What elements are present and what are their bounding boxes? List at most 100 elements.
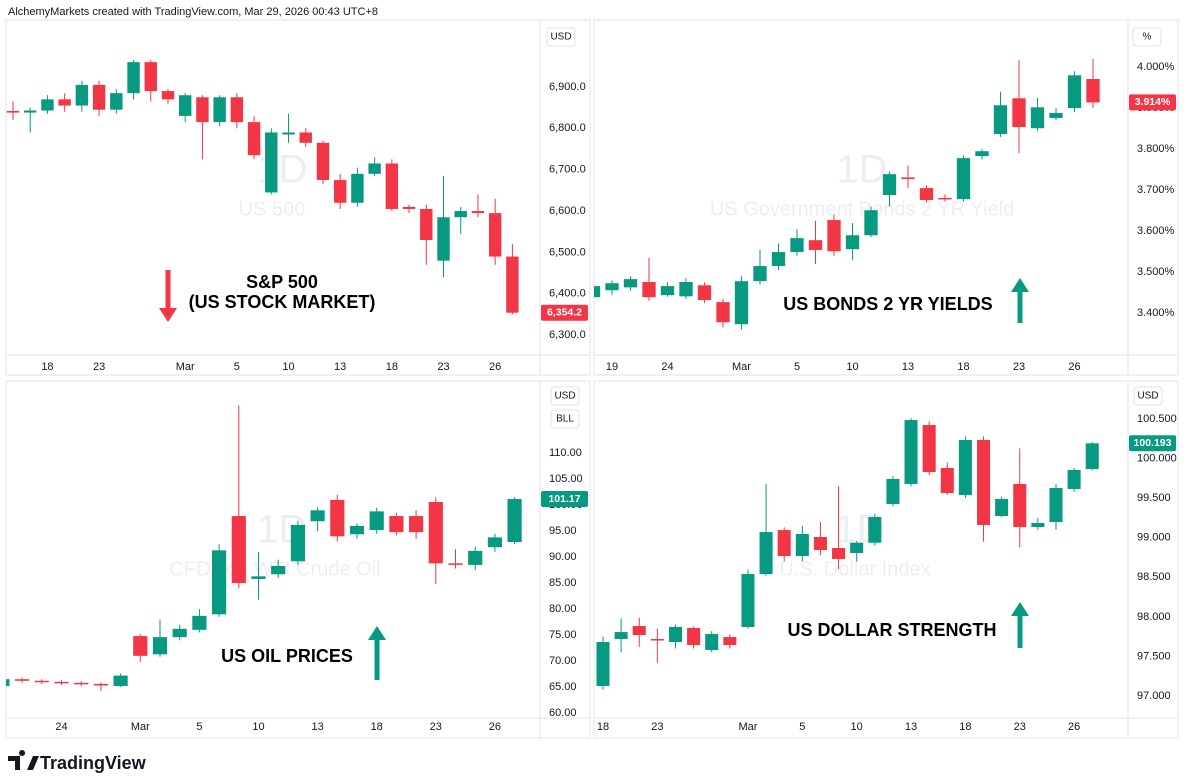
y-tick-label: 110.00 [549,447,582,459]
candle-body [488,213,502,257]
candle-body [808,240,823,251]
candle-body [349,525,365,535]
x-tick-label: 23 [437,361,449,373]
x-tick-label: 26 [1068,361,1080,373]
candle-body [299,132,312,143]
candle-body [231,516,246,584]
y-tick-label: 6,500.0 [549,246,586,258]
x-tick-label: 10 [252,721,264,733]
x-tick-label: 10 [851,721,863,733]
candle-body [330,499,345,537]
candle-body [919,188,934,200]
candle-body [1085,443,1099,470]
candle-body [679,282,693,297]
candle-body [24,110,37,113]
candle-body [901,177,915,180]
candle-body [247,122,261,156]
y-tick-label: 4.000% [1137,61,1175,73]
axis-unit-box [550,409,580,429]
candles [594,58,1100,330]
candle-body [795,533,809,557]
axis-unit-box [1133,386,1163,406]
x-tick-label: 23 [1014,721,1026,733]
y-tick-label: 3.800% [1137,143,1175,155]
y-tick-label: 90.00 [549,551,577,563]
panel-border [593,19,1179,376]
candle-body [333,180,347,203]
candle-body [832,548,846,560]
x-tick-label: 23 [93,361,105,373]
watermark-interval: 1D [256,148,307,192]
candle-body [1013,483,1027,528]
x-tick-label: 10 [846,361,858,373]
x-tick-label: 26 [489,361,501,373]
candle-body [938,197,952,200]
x-tick-label: 10 [282,361,294,373]
candle-body [668,626,683,643]
candle-body [487,537,502,548]
candle-body [41,99,54,111]
candle-body [192,615,207,630]
y-tick-label: 6,400.0 [549,288,586,300]
x-tick-label: Mar [732,361,751,373]
candle-body [1086,79,1100,103]
last-price-box [1129,435,1176,452]
candle-body [402,206,416,209]
axis-unit-box [550,386,580,406]
candle-body [110,93,123,110]
y-tick-label: 95.00 [549,525,577,537]
watermark-interval: 1D [836,148,887,192]
trend-arrow [1011,278,1029,323]
candle-body [428,502,443,564]
y-tick-label: 60.00 [549,707,577,719]
candle-body [596,642,610,687]
candle-body [54,681,69,684]
candle-body [6,110,20,113]
candle-body [75,84,89,106]
candle-body [632,626,646,636]
y-tick-label: 3.600% [1137,225,1175,237]
candle-body [1031,522,1045,528]
panel-border [5,380,591,739]
candle-body [271,565,286,575]
candle-body [290,524,305,562]
last-price-label: 100.193 [1134,437,1172,449]
watermark-symbol: US 500 [239,198,306,220]
candle-body [196,97,209,123]
candle-body [506,256,519,313]
panel-border [5,19,591,376]
candle-body [127,62,140,94]
annotation: US OIL PRICES [221,646,353,666]
candle-body [864,210,878,236]
candle-body [310,510,325,522]
x-tick-label: 18 [959,721,971,733]
x-tick-label: 18 [957,361,969,373]
y-tick-label: 97.000 [1137,690,1171,702]
candle-body [594,286,601,298]
candle-body [904,420,918,484]
candle-body [58,99,71,106]
annotation: US BONDS 2 YR YIELDS [783,294,992,314]
x-tick-label: 26 [489,721,501,733]
candle-body [734,281,749,325]
candle-body [716,302,730,323]
candle-body [1012,98,1026,127]
y-tick-label: 6,800.0 [549,122,586,134]
x-tick-label: Mar [131,721,150,733]
candle-body [251,576,266,579]
x-tick-label: 23 [430,721,442,733]
candle-body [614,632,628,640]
axis-unit: BLL [556,414,574,425]
last-price-label: 101.17 [548,493,580,505]
y-tick-label: 98.500 [1137,571,1171,583]
candle-body [369,511,384,531]
candle-body [316,142,330,181]
candle-body [468,550,483,565]
candle-body [1067,75,1082,109]
candle-body [759,532,773,575]
candle-body [385,163,399,209]
candle-body [922,425,936,473]
trend-arrow [368,626,386,680]
y-tick-label: 98.000 [1137,611,1171,623]
tradingview-logo [8,750,39,770]
